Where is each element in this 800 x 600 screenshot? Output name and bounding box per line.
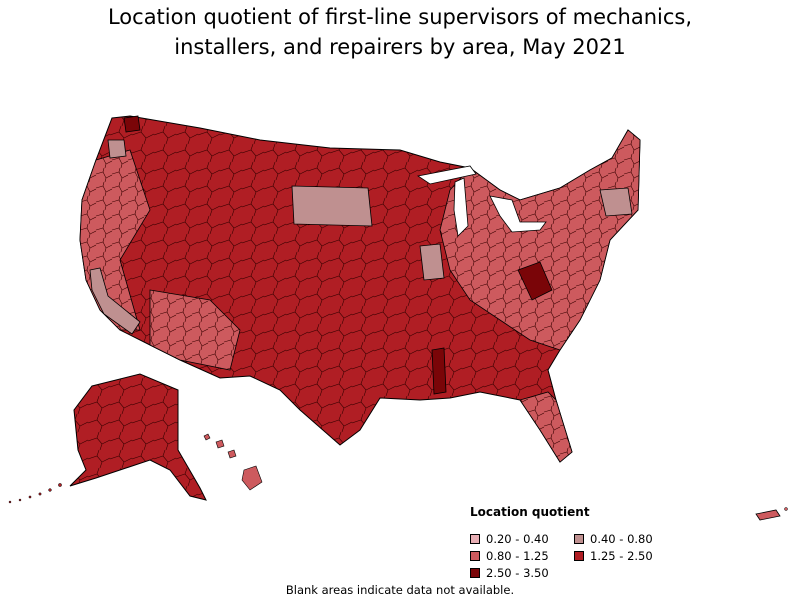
legend-swatch [470,534,480,544]
legend-items: 0.20 - 0.40 0.40 - 0.80 0.80 - 1.25 1.25 - … [470,532,690,580]
title-line-1: Location quotient of first-line supervis… [107,5,693,29]
lake-michigan [453,177,469,237]
aleutian-island [8,500,12,504]
legend-item: 0.20 - 0.40 [470,532,574,546]
legend-label: 1.25 - 2.50 [590,549,653,563]
mississippi-high-area [431,347,447,395]
aleutian-island [28,495,32,499]
aleutian-island [58,483,62,487]
title-line-2: installers, and repairers by area, May 2… [174,35,626,59]
legend-label: 0.80 - 1.25 [486,549,549,563]
northwest-high-area [123,115,141,133]
southwest-region [149,289,241,371]
legend-label: 2.50 - 3.50 [486,566,549,580]
legend-title: Location quotient [470,505,590,519]
legend-swatch [574,551,584,561]
east-coast-region [439,129,641,351]
legend-label: 0.40 - 0.80 [590,532,653,546]
legend-swatch [470,568,480,578]
dakotas-low-area [291,185,373,227]
legend-label: 0.20 - 0.40 [486,532,549,546]
washington-low-area [107,139,127,159]
florida-region [519,391,573,463]
northeast-low-area [599,187,633,217]
virgin-island [784,507,788,511]
alaska-region [69,373,207,501]
puerto-rico-region [755,509,781,521]
legend-swatch [574,534,584,544]
lake-superior [416,165,477,185]
illinois-low-area [419,243,445,281]
aleutian-island [18,498,22,502]
lake-erie-huron [489,195,547,233]
legend-item: 0.80 - 1.25 [470,549,574,563]
map-title: Location quotient of first-line supervis… [0,2,800,62]
footnote: Blank areas indicate data not available. [285,583,515,597]
aleutian-island [38,492,42,496]
hawaii-region [203,433,263,491]
legend-item: 0.40 - 0.80 [574,532,684,546]
legend-item: 2.50 - 3.50 [470,566,574,580]
legend-swatch [470,551,480,561]
legend: Location quotient 0.20 - 0.40 0.40 - 0.80… [470,505,690,580]
appalachia-high-area [517,261,553,301]
aleutian-island [48,488,52,492]
coastal-california-low-area [89,267,141,335]
legend-item: 1.25 - 2.50 [574,549,684,563]
